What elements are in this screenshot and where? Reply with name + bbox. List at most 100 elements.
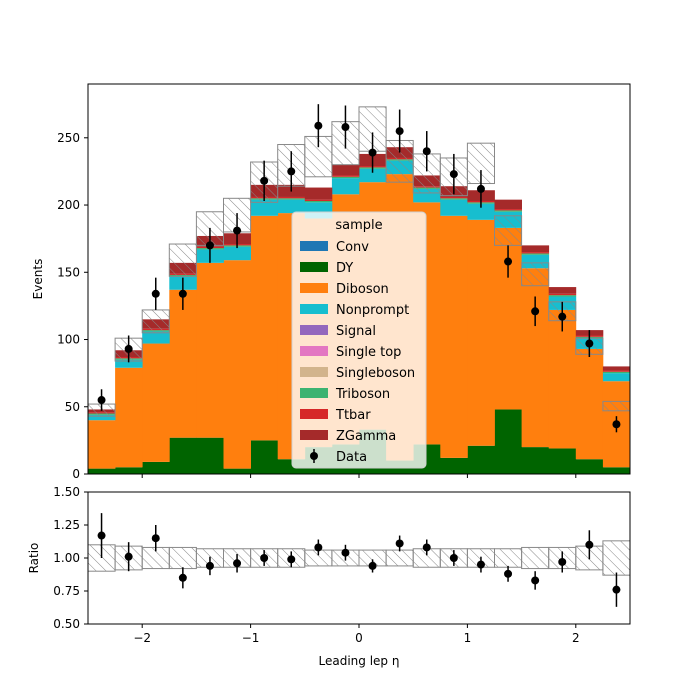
data-point (476, 184, 485, 193)
ratio-point (422, 543, 431, 552)
bar-ttbar (331, 175, 360, 177)
bar-dy (142, 461, 170, 474)
legend-swatch (300, 409, 328, 419)
bar-zgamma (521, 245, 550, 253)
legend-swatch (300, 325, 328, 335)
bar-diboson (467, 219, 495, 446)
bar-diboson (169, 289, 197, 438)
ratio-point (97, 531, 106, 540)
bar-diboson (115, 367, 143, 468)
bar-nonprompt (467, 203, 495, 220)
legend-entry: Single top (336, 345, 401, 360)
bar-diboson (142, 343, 170, 462)
bar-dy (88, 468, 116, 474)
bar-triboson (440, 198, 468, 200)
legend-swatch (300, 262, 328, 272)
y-tick-label: 250 (57, 131, 80, 145)
bar-nonprompt (440, 199, 468, 216)
bar-dy (575, 459, 604, 474)
bar-diboson (250, 215, 279, 441)
bar-zgamma (304, 187, 333, 200)
ratio-point (260, 554, 269, 562)
y-tick-label: 1.25 (53, 518, 80, 532)
bar-nonprompt (115, 359, 143, 368)
bar-diboson (548, 309, 577, 449)
legend-swatch (300, 430, 328, 440)
bar-diboson (88, 420, 116, 469)
ratio-point (558, 557, 567, 566)
y-tick-label: 50 (65, 400, 80, 414)
bar-dy (521, 447, 550, 474)
bar-ttbar (440, 196, 468, 199)
bar-nonprompt (359, 168, 387, 183)
data-point (341, 123, 350, 132)
bar-ttbar (304, 199, 333, 201)
bar-triboson (602, 371, 631, 374)
data-point (260, 176, 269, 185)
bar-nonprompt (277, 199, 306, 214)
y-tick-label: 0.75 (53, 584, 80, 598)
bar-ttbar (277, 196, 306, 199)
data-point (151, 289, 160, 298)
y-tick-label: 1.00 (53, 551, 80, 565)
legend-entry: DY (336, 261, 353, 276)
ratio-y-axis-label: Ratio (27, 543, 41, 574)
ratio-points (97, 513, 621, 607)
bar-dy (196, 437, 224, 474)
legend-entry: ZGamma (336, 429, 396, 444)
ratio-band-bin (168, 546, 197, 570)
bar-nonprompt (142, 331, 170, 344)
bar-triboson (548, 295, 577, 297)
legend-entry: Signal (336, 324, 376, 339)
bar-dy (115, 467, 143, 474)
bar-ttbar (548, 293, 577, 296)
bar-zgamma (331, 164, 360, 176)
data-point (314, 121, 323, 130)
bar-ttbar (521, 252, 550, 254)
bar-diboson (521, 268, 550, 448)
data-point (233, 226, 242, 235)
data-point (449, 170, 458, 179)
bar-zgamma (548, 287, 577, 294)
legend-swatch (300, 283, 328, 293)
bar-dy (169, 437, 197, 474)
ratio-point (531, 576, 540, 585)
ratio-band-bin (385, 549, 414, 567)
bar-diboson (223, 260, 251, 469)
bar-triboson (304, 201, 333, 203)
x-tick-label: −2 (133, 631, 151, 645)
data-point (287, 167, 296, 176)
ratio-band-bin (494, 548, 523, 568)
bar-zgamma (602, 366, 631, 371)
data-points (97, 104, 621, 433)
bar-ttbar (494, 209, 522, 211)
y-tick-label: 0 (72, 467, 80, 481)
data-point (531, 307, 540, 316)
ratio-band-bin (521, 546, 550, 570)
x-axis-label: Leading lep η (319, 654, 400, 668)
data-point (395, 127, 404, 136)
ratio-point (314, 543, 323, 552)
bar-nonprompt (88, 414, 116, 421)
main-y-ticks: 0 50 100 150 200 250 (57, 131, 88, 481)
ratio-point (205, 561, 214, 570)
bar-dy (440, 457, 468, 474)
x-tick-label: 0 (355, 631, 363, 645)
data-point (558, 312, 567, 321)
uncertainty-bin (602, 400, 631, 412)
legend-entry: Diboson (336, 282, 389, 297)
ratio-point (449, 554, 458, 562)
data-point (612, 420, 621, 429)
legend-data-marker (310, 452, 318, 460)
y-tick-label: 1.50 (53, 485, 80, 499)
bar-diboson (196, 262, 224, 438)
data-point (422, 147, 431, 156)
uncertainty-bin (141, 309, 170, 334)
data-point (504, 257, 513, 266)
legend-title: sample (335, 218, 382, 233)
bar-diboson (440, 215, 468, 458)
data-point (178, 289, 187, 298)
legend-entry: Nonprompt (336, 303, 409, 318)
ratio-point (287, 555, 296, 564)
ratio-band-bin (602, 540, 631, 576)
